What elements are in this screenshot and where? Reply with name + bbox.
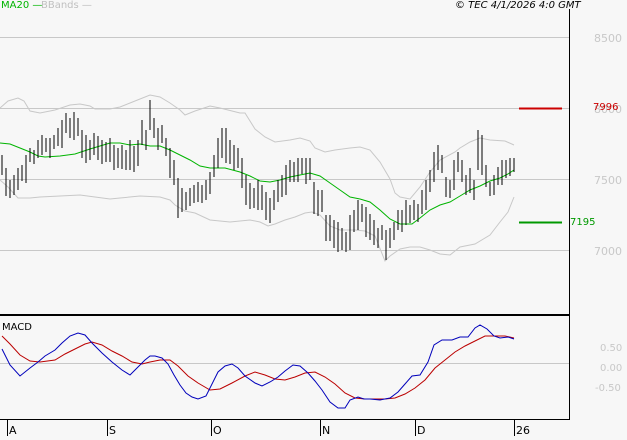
x-label-oct: O: [213, 424, 222, 437]
y-tick-8500: 8500: [594, 32, 622, 45]
x-label-nov: N: [322, 424, 331, 437]
copyright-timestamp: © TEC 4/1/2026 4:0 GMT: [455, 0, 581, 11]
price-bars: [1, 100, 515, 260]
y-tick-7000: 7000: [594, 245, 622, 258]
y-tick-7500: 7500: [594, 174, 622, 187]
bb-lower-line: [0, 179, 515, 262]
legend-ma20: MA20 —: [1, 0, 43, 11]
macd-signal-line: [1, 335, 515, 400]
support-label: 7195: [570, 217, 596, 228]
macd-tick-neg-0-50: -0.50: [595, 383, 621, 394]
x-label-2026: 26: [516, 424, 530, 437]
x-label-aug: A: [9, 424, 17, 437]
y-tick-8000: 8000: [594, 103, 622, 116]
x-label-sep: S: [109, 424, 116, 437]
macd-line: [1, 324, 515, 409]
legend-bbands: BBands —: [41, 0, 92, 11]
macd-title: MACD: [2, 322, 32, 333]
x-label-dec: D: [417, 424, 426, 437]
bb-upper-line: [0, 94, 515, 200]
macd-tick-0-00: 0.00: [600, 363, 623, 374]
ma20-line: [0, 142, 515, 225]
resistance-label: 7996: [593, 102, 619, 113]
macd-tick-0-50: 0.50: [600, 343, 623, 354]
x-ticks: [7, 419, 515, 436]
bollinger-bands: [0, 94, 515, 262]
